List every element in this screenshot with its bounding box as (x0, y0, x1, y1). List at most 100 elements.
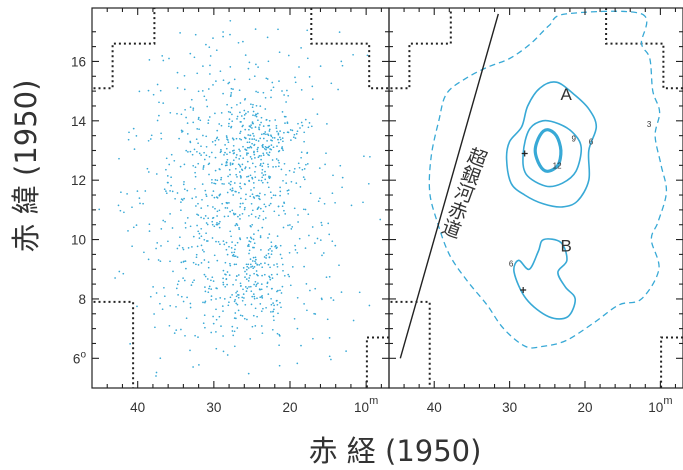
survey-boundary-segment (390, 300, 431, 388)
galaxy-point (194, 33, 197, 36)
galaxy-point (208, 46, 211, 49)
galaxy-point (202, 301, 204, 304)
galaxy-point (119, 209, 122, 212)
galaxy-point (228, 81, 231, 84)
galaxy-point (271, 81, 274, 84)
galaxy-point (261, 168, 264, 171)
galaxy-point (257, 217, 260, 219)
galaxy-point (197, 214, 200, 216)
galaxy-point (250, 124, 252, 126)
galaxy-point (240, 138, 243, 141)
galaxy-point (248, 252, 250, 255)
galaxy-point (192, 121, 195, 124)
galaxy-point (183, 163, 186, 166)
galaxy-point (248, 138, 251, 140)
clump-label-A: A (560, 85, 572, 104)
galaxy-point (292, 136, 295, 139)
galaxy-point (271, 277, 274, 279)
galaxy-point (128, 131, 130, 134)
galaxy-point (169, 213, 171, 215)
galaxy-point (236, 256, 239, 258)
galaxy-point (238, 226, 240, 229)
galaxy-point (236, 103, 238, 106)
galaxy-point (189, 150, 192, 153)
galaxy-point (179, 236, 181, 239)
galaxy-point (162, 59, 165, 62)
galaxy-point (306, 152, 308, 155)
galaxy-point (294, 76, 296, 79)
galaxy-point (293, 207, 296, 210)
galaxy-point (321, 224, 323, 227)
galaxy-point (180, 328, 182, 331)
galaxy-point (162, 102, 165, 104)
galaxy-point (184, 334, 186, 337)
galaxy-point (296, 296, 299, 299)
galaxy-point (297, 214, 299, 216)
galaxy-point (205, 222, 208, 224)
galaxy-point (207, 261, 210, 263)
galaxy-point (305, 163, 307, 166)
galaxy-point (193, 148, 196, 151)
galaxy-point (227, 110, 230, 113)
galaxy-point (352, 53, 354, 56)
galaxy-point (228, 122, 230, 125)
galaxy-point (290, 180, 293, 183)
galaxy-point (240, 187, 242, 190)
galaxy-point (277, 28, 279, 31)
galaxy-point (243, 208, 246, 211)
galaxy-point (209, 55, 212, 57)
galaxy-point (258, 128, 260, 130)
galaxy-point (216, 179, 219, 182)
galaxy-point (214, 207, 216, 210)
galaxy-point (236, 176, 238, 178)
galaxy-point (264, 131, 267, 133)
galaxy-point (280, 168, 283, 171)
galaxy-point (229, 188, 232, 191)
galaxy-point (248, 146, 251, 149)
galaxy-point (251, 127, 253, 129)
galaxy-point (239, 155, 242, 157)
galaxy-point (231, 209, 234, 212)
galaxy-point (215, 347, 218, 350)
galaxy-point (311, 98, 314, 100)
galaxy-point (205, 240, 208, 242)
galaxy-point (189, 52, 192, 55)
galaxy-point (203, 250, 205, 253)
galaxy-point (247, 267, 250, 269)
galaxy-point (273, 308, 275, 311)
galaxy-point (251, 122, 254, 125)
y-tick-label: 6o (73, 349, 87, 366)
galaxy-point (204, 290, 207, 293)
galaxy-point (242, 293, 245, 295)
galaxy-point (259, 163, 262, 165)
galaxy-point (215, 318, 218, 321)
galaxy-point (204, 286, 206, 288)
galaxy-point (244, 303, 247, 306)
galaxy-point (246, 141, 249, 144)
galaxy-point (284, 122, 286, 124)
galaxy-point (270, 148, 273, 151)
galaxy-point (204, 300, 207, 303)
galaxy-point (285, 173, 287, 176)
galaxy-point (152, 93, 155, 96)
galaxy-point (248, 249, 251, 252)
galaxy-point (259, 105, 262, 107)
galaxy-point (248, 245, 250, 248)
galaxy-point (266, 282, 269, 285)
galaxy-point (305, 283, 308, 285)
galaxy-point (191, 246, 193, 248)
galaxy-point (238, 214, 241, 216)
galaxy-point (257, 207, 259, 209)
galaxy-point (147, 89, 150, 92)
galaxy-point (262, 218, 265, 221)
galaxy-point (331, 240, 334, 243)
galaxy-point (233, 251, 236, 254)
galaxy-point (290, 228, 293, 230)
galaxy-point (149, 138, 152, 140)
galaxy-point (238, 164, 241, 167)
galaxy-point (237, 41, 240, 44)
galaxy-point (252, 314, 255, 317)
galaxy-point (215, 240, 217, 243)
galaxy-point (250, 103, 252, 106)
galaxy-point (251, 138, 254, 140)
